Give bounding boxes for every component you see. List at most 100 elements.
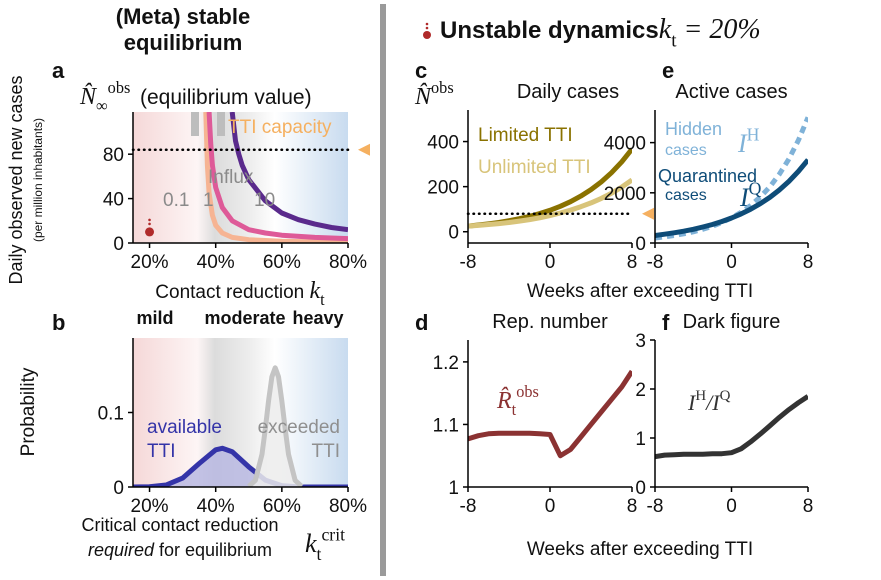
symbol: N̂∞obs xyxy=(79,78,130,115)
series-label: TTI xyxy=(312,441,341,462)
x-tick-label: 0 xyxy=(545,252,556,273)
line xyxy=(206,112,348,242)
series-label: Limited TTI xyxy=(478,125,573,146)
separator xyxy=(380,4,386,576)
panel-title: Active cases xyxy=(675,81,787,103)
panel-letter: c xyxy=(415,58,427,83)
x-tick-label: -8 xyxy=(647,496,664,517)
math-part: t xyxy=(317,544,322,564)
x-label: Contact reduction kt xyxy=(155,278,325,309)
region-label: mild xyxy=(136,308,173,328)
math-part: H xyxy=(747,124,760,144)
math-part: I xyxy=(737,129,748,158)
math-part: N̂ xyxy=(414,83,433,110)
line xyxy=(468,177,632,229)
math-part: H xyxy=(695,388,706,404)
influx-band xyxy=(191,112,199,136)
y-tick-label: 40 xyxy=(103,190,124,211)
panel-letter: a xyxy=(52,58,65,83)
plot-area xyxy=(655,116,808,241)
series-label: exceeded xyxy=(258,417,340,438)
x-label: required for equilibrium xyxy=(88,540,272,560)
math-part: t xyxy=(671,30,677,51)
math-part: N̂ xyxy=(79,83,98,110)
x-label: Weeks after exceeding TTI xyxy=(527,539,753,560)
line xyxy=(655,158,808,238)
line xyxy=(655,394,808,460)
math-part: crit xyxy=(321,524,345,544)
y-tick-label: 0 xyxy=(113,478,124,499)
plot-area xyxy=(468,147,632,229)
x-tick-label: 40% xyxy=(197,252,235,273)
symbol: N̂obs xyxy=(414,78,454,110)
panel-letter: e xyxy=(662,58,674,83)
series-label: Quarantined xyxy=(658,166,757,186)
y-tick-label: 0 xyxy=(635,234,646,255)
y-tick-label: 0 xyxy=(448,223,459,244)
y-tick-label: 2000 xyxy=(604,184,646,205)
panel-letter: d xyxy=(415,310,428,335)
math-part: /I xyxy=(704,390,721,415)
math-part: I xyxy=(739,183,750,212)
math-part: obs xyxy=(431,78,454,97)
x-tick-label: 8 xyxy=(803,252,814,273)
math-part: ∞ xyxy=(96,96,108,115)
y-label: Daily observed new cases xyxy=(6,75,26,284)
x-tick-label: 80% xyxy=(329,496,367,517)
series-label: Unlimited TTI xyxy=(478,157,591,178)
y-tick-label: 0.1 xyxy=(98,404,124,425)
y-tick-label: 1.1 xyxy=(433,415,459,436)
math-part: k xyxy=(310,278,321,304)
math-part: Q xyxy=(720,388,731,404)
panel-title: Rep. number xyxy=(492,311,608,333)
y-label: Probability xyxy=(18,367,39,456)
x-tick-label: -8 xyxy=(460,496,477,517)
math-part: Q xyxy=(749,178,762,198)
y-tick-label: 2 xyxy=(635,380,646,401)
y-label-sub: (per million inhabitants) xyxy=(31,118,45,242)
math-part: = 20% xyxy=(676,14,760,45)
x-label: Weeks after exceeding TTI xyxy=(527,281,753,302)
unstable-icon xyxy=(423,22,431,39)
y-tick-label: 1 xyxy=(448,478,459,499)
series-symbol: IH xyxy=(737,124,760,158)
capacity-label: TTI capacity xyxy=(228,117,332,138)
point xyxy=(145,227,155,237)
symbol: ktcrit xyxy=(305,524,345,564)
x-tick-label: 8 xyxy=(803,496,814,517)
series-symbol: IQ xyxy=(739,178,762,212)
y-tick-label: 400 xyxy=(427,133,459,154)
header-left: (Meta) stable xyxy=(116,4,250,29)
header-right: Unstable dynamicskt = 20% xyxy=(440,14,761,51)
math-part: R̂ xyxy=(496,387,512,414)
x-tick-label: 0 xyxy=(545,496,556,517)
series-label: available xyxy=(147,417,222,438)
panel-title: Daily cases xyxy=(517,81,619,103)
symbol: R̂tobs xyxy=(496,382,539,419)
y-tick-label: 3 xyxy=(635,331,646,352)
series-label: 10 xyxy=(254,190,275,211)
y-tick-label: 1.2 xyxy=(433,353,459,374)
x-label-em: required xyxy=(88,540,155,560)
x-tick-label: 0 xyxy=(726,252,737,273)
x-label-rest: for equilibrium xyxy=(154,540,272,560)
symbol: IH/IQ xyxy=(687,388,731,415)
panel-letter: b xyxy=(52,310,65,335)
line xyxy=(203,112,348,243)
point-dot xyxy=(148,222,151,226)
point-dot xyxy=(148,218,151,222)
line xyxy=(247,365,304,487)
region-label: moderate xyxy=(204,308,285,328)
series-label: cases xyxy=(665,142,707,159)
math-part: k xyxy=(305,529,317,558)
math-part: obs xyxy=(108,78,131,97)
symbol-label: (equilibrium value) xyxy=(140,86,312,109)
x-tick-label: -8 xyxy=(647,252,664,273)
series-label: cases xyxy=(665,187,707,204)
y-tick-label: 80 xyxy=(103,145,124,166)
header-left: equilibrium xyxy=(124,30,243,55)
series-label: Hidden xyxy=(665,119,722,139)
region-label: heavy xyxy=(292,308,343,328)
y-tick-label: 1 xyxy=(635,429,646,450)
